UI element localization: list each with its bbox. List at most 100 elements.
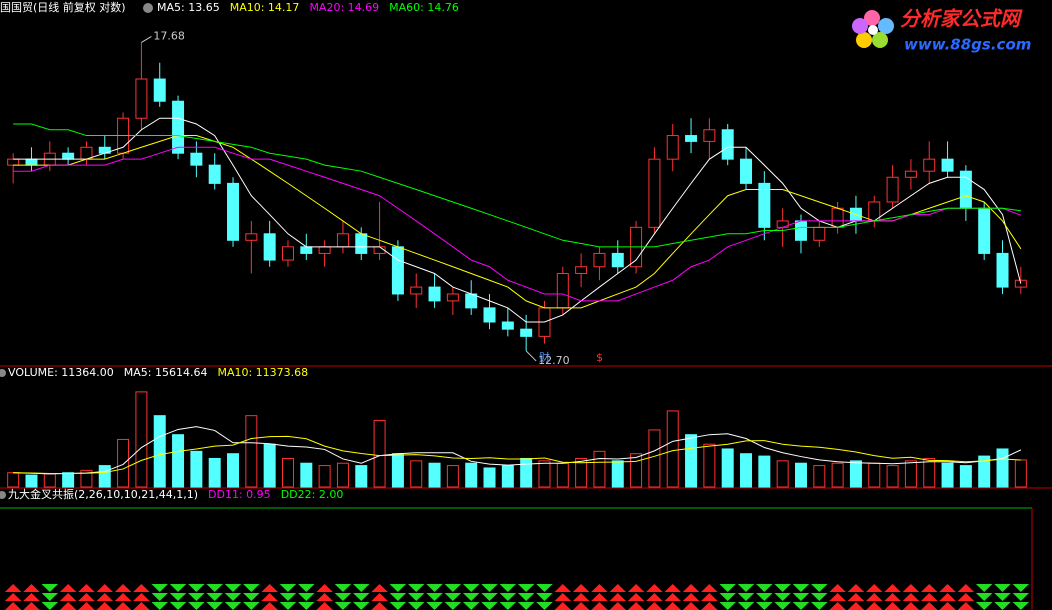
volume-bar	[721, 448, 734, 488]
logo-petal	[856, 32, 872, 48]
volume-bar	[776, 460, 789, 488]
volume-bar	[190, 450, 203, 488]
candle-body	[978, 207, 991, 254]
event-marker: 财	[539, 350, 550, 364]
signal-arrows	[96, 584, 114, 610]
signal-arrows	[975, 584, 993, 610]
volume-bar	[336, 462, 349, 488]
signal-arrows	[426, 584, 443, 610]
volume-bar	[630, 453, 643, 488]
candle-body	[336, 233, 349, 248]
candle-body	[575, 266, 588, 274]
volume-bar	[813, 465, 826, 488]
signal-arrows	[957, 584, 975, 610]
logo-petal	[878, 18, 894, 34]
signal-arrows	[719, 584, 736, 610]
title-icon	[143, 3, 153, 13]
candle-body	[813, 226, 826, 241]
signal-arrows	[609, 584, 627, 610]
volume-ma-line	[13, 435, 1021, 474]
candle-body	[245, 233, 258, 241]
volume-bar	[538, 460, 551, 488]
volume-bar	[758, 455, 771, 488]
volume-bar	[7, 472, 20, 488]
signal-arrows	[811, 584, 828, 610]
volume-bar	[794, 462, 807, 488]
signal-arrows	[939, 584, 956, 610]
signal-arrows	[353, 584, 370, 610]
volume-bar	[391, 453, 404, 488]
signal-arrows	[884, 584, 901, 610]
signal-arrows	[499, 584, 517, 610]
candle-body	[794, 220, 807, 241]
signal-arrows	[169, 584, 187, 610]
candle-body	[1014, 279, 1027, 288]
signal-arrows	[847, 584, 865, 610]
candle-body	[501, 321, 514, 330]
volume-bar	[996, 448, 1009, 488]
candle-body	[758, 182, 771, 228]
logo: 分析家公式网 www.88gs.com	[852, 7, 1031, 54]
signal-arrows	[407, 584, 425, 610]
signal-arrows	[316, 584, 333, 610]
signal-arrows	[994, 584, 1011, 610]
volume-title: VOLUME: 11364.00	[8, 366, 114, 379]
candle-body	[190, 152, 203, 166]
candle-body	[281, 246, 294, 261]
extreme-pointer	[525, 350, 537, 362]
candle-body	[263, 233, 276, 261]
event-marker: $	[596, 351, 603, 364]
candle-body	[740, 158, 753, 184]
volume-ma-line	[13, 426, 1022, 475]
legend-entry: MA10: 11373.68	[217, 366, 308, 379]
signal-arrows	[462, 584, 480, 610]
candle-body	[80, 146, 93, 160]
legend-entry: MA20: 14.69	[309, 1, 379, 14]
signal-arrows	[298, 584, 315, 610]
candle-body	[483, 307, 496, 323]
candle-body	[7, 158, 20, 166]
logo-petal	[864, 10, 880, 26]
candle-body	[227, 182, 240, 241]
volume-bar	[373, 419, 386, 488]
candle-body	[941, 158, 954, 172]
volume-bar	[355, 465, 368, 488]
volume-bar	[446, 465, 459, 488]
signal-arrows	[206, 584, 223, 610]
volume-bar	[483, 467, 496, 488]
candle-body	[685, 135, 698, 142]
candle-body	[648, 158, 661, 228]
signal-arrows	[554, 584, 572, 610]
candle-body	[593, 252, 606, 268]
signal-arrows	[243, 584, 260, 610]
signal-arrows	[701, 584, 718, 610]
candle-body	[465, 293, 478, 309]
title-icon	[0, 491, 6, 499]
volume-bar	[153, 415, 166, 488]
candle-body	[391, 246, 404, 295]
signal-arrows	[536, 584, 553, 610]
indicator-title: 九大金叉共振(2,26,10,10,21,44,1,1)	[8, 487, 198, 501]
signal-arrows	[151, 584, 168, 610]
logo-petal	[852, 18, 868, 34]
signal-arrows	[517, 584, 535, 610]
volume-bar	[318, 465, 331, 488]
volume-bar	[556, 462, 569, 488]
volume-bar	[245, 415, 258, 488]
candle-body	[703, 129, 716, 142]
candle-body	[721, 129, 734, 160]
signal-arrows	[188, 584, 205, 610]
volume-bar	[117, 438, 130, 488]
logo-petal	[872, 32, 888, 48]
volume-bar	[172, 434, 185, 488]
candle-body	[904, 170, 917, 178]
volume-bar	[593, 450, 606, 488]
candle-body	[208, 164, 221, 184]
signal-arrows	[224, 584, 242, 610]
signal-arrows	[4, 584, 22, 610]
signal-arrows	[737, 584, 755, 610]
volume-bar	[978, 455, 991, 488]
candle-body	[318, 246, 331, 254]
signal-arrows	[591, 584, 608, 610]
signal-arrows	[279, 584, 297, 610]
